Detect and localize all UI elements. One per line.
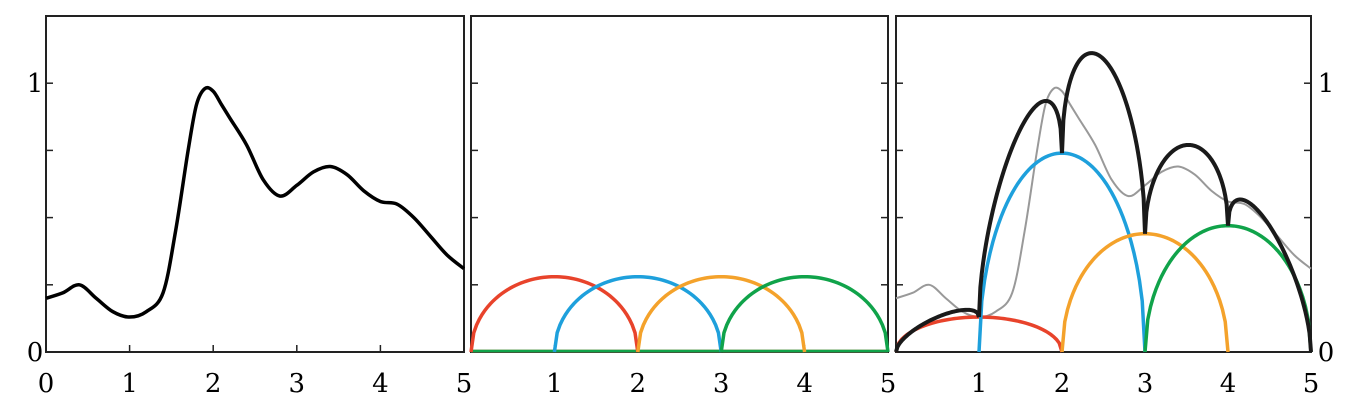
p3-envelope-lobe-3 [1060, 51, 1147, 234]
p3-envelope-lobe-5 [1226, 197, 1313, 353]
p1-xtick-label: 5 [456, 369, 473, 399]
p1-xtick-label: 1 [121, 369, 138, 399]
p3-xtick-label: 5 [1303, 369, 1320, 399]
panel-2-frame [470, 15, 889, 353]
p2-xtick-label: 5 [880, 369, 897, 399]
p1-ytick-label: 1 [27, 69, 44, 99]
p2-arc-3 [636, 274, 807, 353]
p3-envelope-lobe-1 [894, 307, 981, 353]
p1-xtick-label: 3 [289, 369, 306, 399]
p3-ytick-label: 0 [1318, 338, 1335, 368]
p3-xtick-label: 3 [1137, 369, 1154, 399]
panel-3-frame [895, 15, 1312, 353]
p2-arc-4 [719, 274, 890, 353]
p3-xtick-label: 1 [971, 369, 988, 399]
p1-xtick-label: 4 [372, 369, 389, 399]
p3-envelope-lobe-4 [1143, 142, 1230, 234]
p2-xtick-label: 1 [546, 369, 563, 399]
panel-1-frame [45, 15, 465, 353]
p2-arc-2 [552, 274, 723, 353]
p1-series-line [45, 85, 466, 319]
p3-arc-2 [977, 151, 1147, 353]
p3-xtick-label: 4 [1220, 369, 1237, 399]
p3-envelope-lobe-2 [977, 98, 1064, 318]
p1-xtick-label: 0 [38, 369, 55, 399]
p3-xtick-label: 2 [1054, 369, 1071, 399]
p1-ytick-label: 0 [27, 338, 44, 368]
p1-xtick-label: 2 [205, 369, 222, 399]
p2-xtick-label: 4 [796, 369, 813, 399]
p2-arc-1 [469, 274, 640, 353]
p2-xtick-label: 3 [713, 369, 730, 399]
p2-xtick-label: 2 [630, 369, 647, 399]
p3-ytick-label: 1 [1318, 69, 1335, 99]
